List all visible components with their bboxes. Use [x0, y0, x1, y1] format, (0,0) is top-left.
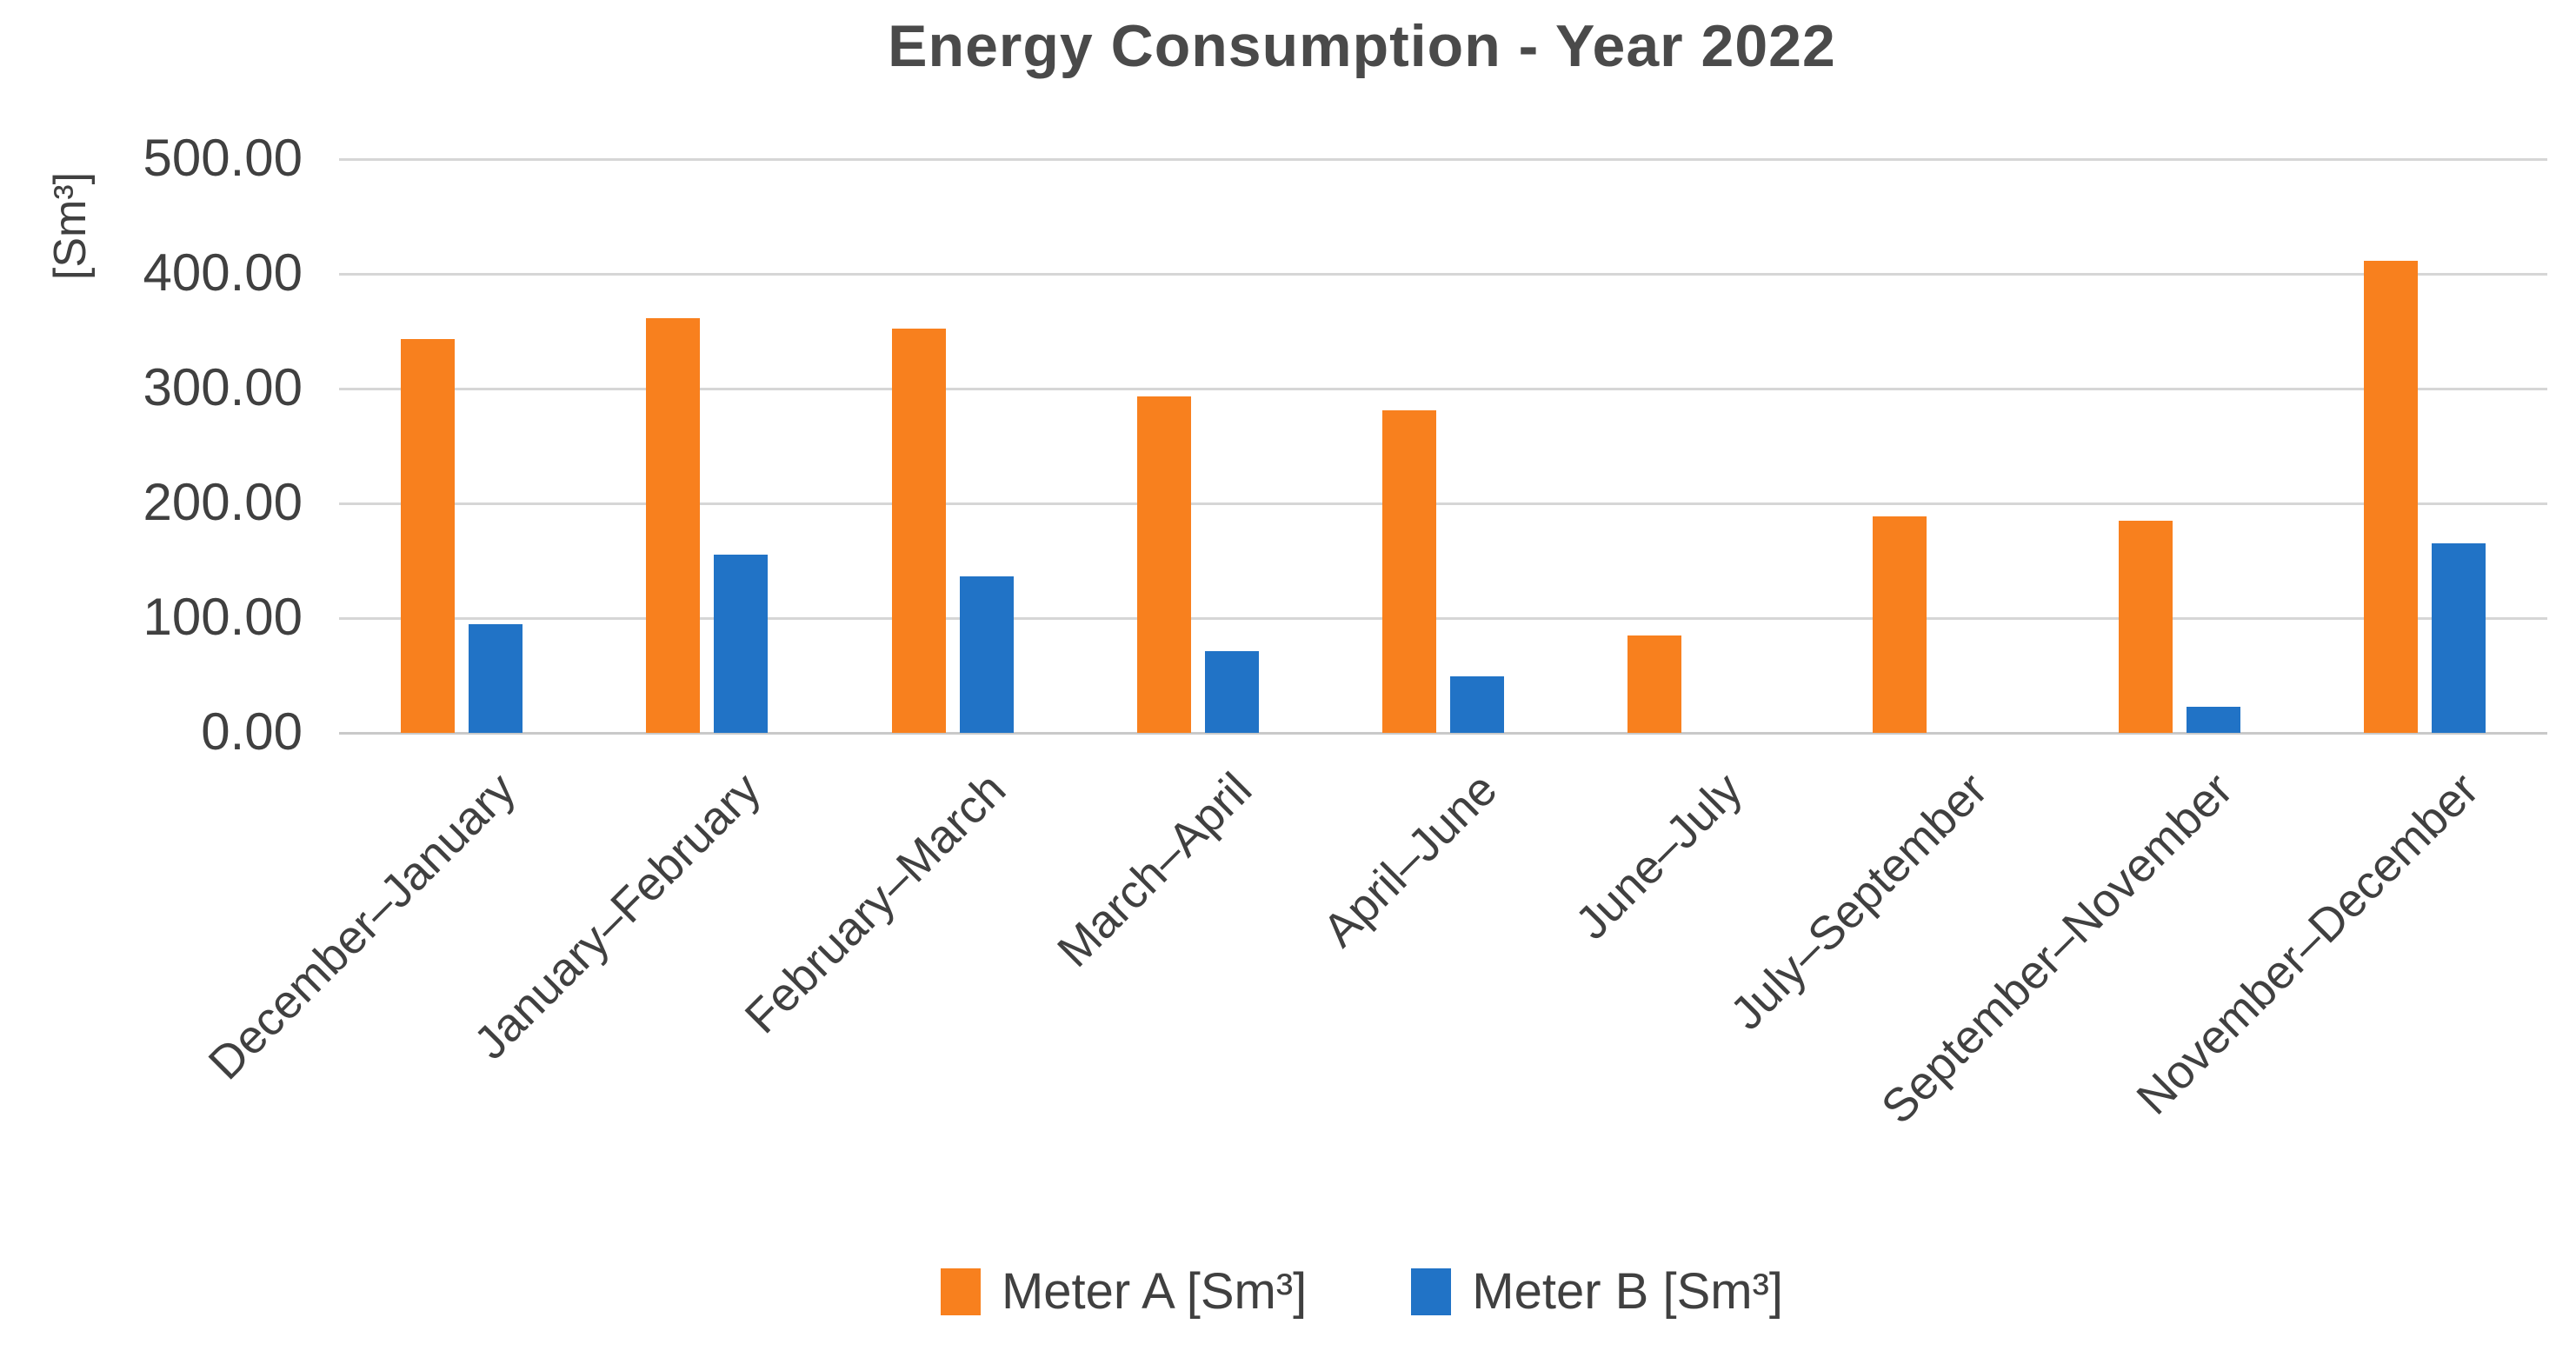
bar-meter-b — [959, 576, 1014, 733]
bar-meter-b — [714, 555, 769, 733]
bar-meter-b — [1204, 651, 1259, 733]
y-tick-label: 0.00 — [201, 702, 303, 761]
bar-meter-a — [1136, 396, 1191, 733]
legend: Meter A [Sm³] Meter B [Sm³] — [148, 1262, 2576, 1321]
gridline — [339, 617, 2547, 620]
bar-group — [339, 159, 584, 733]
bar-meter-b — [2431, 543, 2486, 733]
bar-group — [1566, 159, 1811, 733]
bar-group — [1075, 159, 1321, 733]
bar-group — [2057, 159, 2302, 733]
chart-title: Energy Consumption - Year 2022 — [888, 13, 1836, 79]
bar-meter-a — [401, 339, 456, 733]
legend-label: Meter B [Sm³] — [1472, 1263, 1784, 1320]
bar-group — [1811, 159, 2056, 733]
gridline — [339, 158, 2547, 161]
y-tick-label: 100.00 — [143, 588, 303, 646]
legend-item-meter-b: Meter B [Sm³] — [1411, 1262, 1783, 1321]
x-category-label: March–April — [1047, 762, 1261, 977]
bar-meter-a — [1873, 516, 1927, 733]
x-category-label: February–March — [736, 762, 1016, 1044]
y-tick-label: 400.00 — [143, 243, 303, 302]
bar-group — [1321, 159, 1566, 733]
bar-meter-a — [1627, 635, 1682, 733]
bar-group — [829, 159, 1075, 733]
y-tick-label: 500.00 — [143, 129, 303, 187]
gridline — [339, 273, 2547, 276]
x-category-label: June–July — [1565, 762, 1753, 950]
y-tick-label: 300.00 — [143, 358, 303, 416]
bar-group — [2302, 159, 2547, 733]
bar-meter-a — [2118, 521, 2173, 733]
bar-meter-a — [2363, 261, 2418, 733]
bar-meter-a — [891, 329, 946, 733]
x-category-label: July–September — [1721, 762, 1998, 1041]
gridline — [339, 732, 2547, 735]
legend-item-meter-a: Meter A [Sm³] — [940, 1262, 1308, 1321]
x-category-label: April–June — [1313, 762, 1508, 957]
bar-meter-b — [2186, 707, 2240, 733]
bar-meter-a — [646, 318, 701, 733]
bar-group — [584, 159, 829, 733]
legend-label: Meter A [Sm³] — [1001, 1263, 1308, 1320]
gridline — [339, 388, 2547, 390]
legend-swatch-icon — [940, 1268, 981, 1315]
gridline — [339, 502, 2547, 505]
bar-meter-a — [1381, 410, 1436, 733]
y-tick-label: 200.00 — [143, 473, 303, 531]
legend-swatch-icon — [1411, 1268, 1452, 1315]
bar-meter-b — [469, 624, 523, 733]
bar-meter-b — [1449, 676, 1504, 733]
